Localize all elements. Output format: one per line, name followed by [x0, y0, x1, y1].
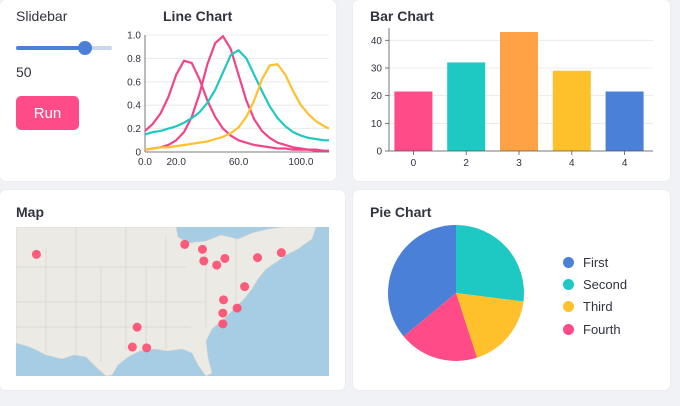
- map-point: [218, 319, 228, 329]
- bar-chart-title: Bar Chart: [370, 8, 434, 24]
- line-x-tick-label: 0.0: [138, 157, 152, 168]
- line-y-tick-label: 1.0: [127, 31, 141, 42]
- line-y-tick-label: 0.8: [127, 54, 141, 65]
- map-point: [180, 239, 190, 249]
- bar: [447, 62, 486, 151]
- pie-legend-swatch: [563, 300, 574, 312]
- pie-legend-label: First: [583, 254, 609, 270]
- bar-y-tick-label: 20: [371, 91, 383, 102]
- line-y-tick-label: 0.2: [127, 124, 141, 135]
- map-point: [197, 244, 207, 254]
- bar: [394, 91, 433, 151]
- slider-thumb[interactable]: [78, 41, 93, 55]
- slider-value: 50: [16, 64, 32, 80]
- map-title: Map: [16, 204, 44, 220]
- pie-legend-item: First: [563, 253, 608, 271]
- bar-x-tick-label: 2: [463, 158, 469, 169]
- slider-track[interactable]: [16, 41, 112, 55]
- pie-chart-title: Pie Chart: [370, 204, 432, 220]
- pie-slice: [456, 293, 524, 358]
- controls-and-line-panel: Slidebar 50 Run Line Chart 0 0.2 0.4 0.6 0.8…: [0, 0, 336, 181]
- pie-legend-label: Second: [583, 276, 628, 292]
- pie-chart: [388, 225, 524, 361]
- map-point: [132, 322, 142, 332]
- bar-y-tick-label: 0: [376, 147, 382, 158]
- map-point: [219, 295, 229, 305]
- line-chart-title: Line Chart: [163, 8, 233, 24]
- map-point: [276, 248, 286, 258]
- map-borders: [16, 227, 237, 362]
- map-point: [199, 256, 209, 266]
- run-button[interactable]: Run: [16, 96, 79, 130]
- line-series: [144, 63, 330, 151]
- bar: [500, 32, 538, 151]
- line-series: [144, 49, 329, 142]
- line-x-tick-label: 20.0: [166, 157, 186, 168]
- pie-slice: [456, 225, 524, 302]
- pie-slice: [388, 225, 456, 337]
- bar-y-tick-label: 10: [371, 119, 383, 130]
- map-point: [142, 343, 152, 353]
- bar-y-tick-label: 40: [371, 36, 383, 47]
- line-series: [144, 35, 329, 152]
- pie-legend-item: Fourth: [563, 320, 621, 338]
- line-y-tick-label: 0: [135, 148, 141, 159]
- bar-chart: 0 10 20 30 40 0 2 3 4 4: [371, 28, 653, 169]
- line-chart: 0 0.2 0.4 0.6 0.8 1.0 0.0 20.0 60.0 100.0: [127, 31, 330, 168]
- slider-label: Slidebar: [16, 8, 68, 24]
- map-point: [232, 303, 242, 313]
- bar-y-tick-label: 30: [371, 63, 383, 74]
- bar-x-tick-label: 4: [569, 158, 575, 169]
- map-point: [31, 249, 41, 259]
- pie-legend-swatch: [563, 278, 574, 290]
- bar: [552, 70, 591, 151]
- pie-legend-item: Second: [563, 275, 627, 293]
- bar: [605, 91, 644, 151]
- pie-legend-swatch: [563, 323, 574, 335]
- slider-fill: [16, 46, 86, 50]
- map-points: [31, 239, 286, 353]
- line-x-tick-label: 60.0: [229, 157, 249, 168]
- map[interactable]: [16, 227, 329, 376]
- map-point: [253, 253, 263, 263]
- bar-x-tick-label: 3: [516, 158, 522, 169]
- line-series: [144, 59, 329, 152]
- map-point: [220, 253, 230, 263]
- map-point: [127, 342, 137, 352]
- map-point: [212, 260, 222, 270]
- map-point: [240, 282, 250, 292]
- pie-slice: [403, 293, 478, 361]
- bar-x-tick-label: 0: [411, 158, 417, 169]
- map-point: [218, 308, 228, 318]
- line-x-tick-label: 100.0: [288, 157, 313, 168]
- bar-x-tick-label: 4: [622, 158, 628, 169]
- line-y-tick-label: 0.6: [127, 77, 141, 88]
- pie-legend-item: Third: [563, 297, 613, 315]
- pie-legend-swatch: [563, 256, 574, 268]
- pie-legend-label: Third: [583, 298, 613, 314]
- bar-chart-panel: Bar Chart 0 10 20 30 40 0 2 3 4 4: [353, 0, 670, 181]
- line-y-tick-label: 0.4: [127, 101, 141, 112]
- map-panel: Map: [0, 190, 345, 390]
- pie-legend-label: Fourth: [583, 321, 621, 337]
